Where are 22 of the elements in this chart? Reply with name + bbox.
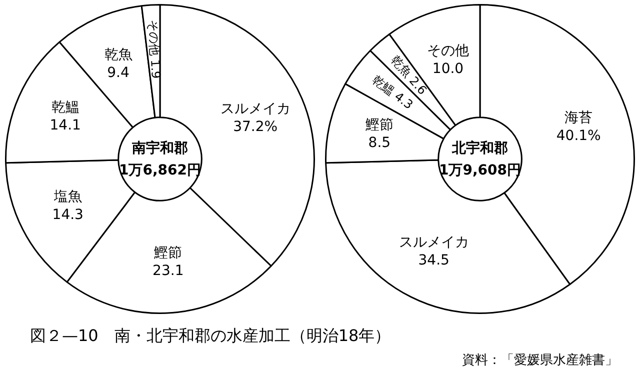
slice-label: スルメイカ <box>398 234 469 250</box>
data-label: 14.1 <box>50 118 81 134</box>
data-label: 8.5 <box>368 134 391 151</box>
data-label: 37.2% <box>233 119 278 136</box>
data-label: 14.3 <box>52 206 84 223</box>
slice-label: 塩魚 <box>52 188 82 205</box>
slice-label: 海苔 <box>564 110 593 126</box>
slice-label: その他 <box>426 43 469 60</box>
text: 図２—10 南・北宇和郡の水産加工（明治18年） <box>29 325 392 347</box>
data-label: 10.0 <box>432 61 464 78</box>
slice-label: 鰹節 <box>154 244 182 261</box>
data-label: 40.1% <box>556 128 601 144</box>
text: 南宇和郡 <box>131 140 188 157</box>
data-label: 9.4 <box>107 64 130 81</box>
data-label: 23.1 <box>152 262 184 279</box>
text: 北宇和郡 <box>451 140 508 157</box>
data-label: 34.5 <box>418 252 450 268</box>
slice-label: 鰹節 <box>365 116 394 133</box>
slice-label: 乾鰮 <box>51 100 80 116</box>
text: 資料：「愛媛県水産雑書」 <box>461 352 619 370</box>
slice-label: 乾魚 <box>104 46 132 63</box>
slice-label: スルメイカ <box>220 101 290 118</box>
